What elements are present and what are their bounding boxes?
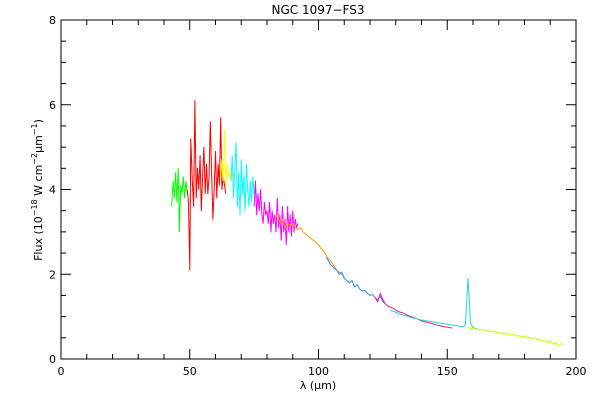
y-tick-label: 0 [49,353,56,366]
y-label-part-c: W cm [32,165,45,200]
y-tick-label: 4 [49,184,56,197]
y-tick-label: 8 [49,14,56,27]
y-label-exp-1: −18 [30,199,39,216]
y-axis-label: Flux (10−18 W cm−2μm−1) [30,119,45,261]
chart-title: NGC 1097−FS3 [271,3,364,17]
spectrum-segment-7 [325,257,386,305]
y-label-part-g: ) [32,119,45,123]
y-tick-label: 6 [49,99,56,112]
y-label-exp-3: −1 [30,123,39,135]
ticks-layer: 0 50 100 150 200 0 2 4 6 8 [49,14,587,378]
y-label-exp-2: −2 [30,153,39,165]
spectrum-segment-1 [171,167,188,233]
spectrum-segment-10 [467,326,564,347]
x-tick-label: 0 [58,365,65,378]
x-tick-label: 50 [183,365,197,378]
spectrum-segment-9 [390,278,479,330]
series-layer [171,100,564,347]
x-tick-label: 100 [308,365,329,378]
y-label-part-e: μm [32,135,45,153]
x-axis-label: λ (μm) [300,379,336,392]
spectrum-segment-5 [253,180,299,246]
spectrum-segment-4 [230,142,258,216]
spectrum-segment-8 [374,292,453,329]
plot-frame [60,19,577,360]
spectrum-segment-6 [274,214,345,277]
x-tick-label: 150 [437,365,458,378]
y-tick-label: 2 [49,268,56,281]
spectrum-segment-2 [186,100,227,271]
x-tick-label: 200 [566,365,587,378]
y-label-part-a: Flux (10 [32,216,45,261]
